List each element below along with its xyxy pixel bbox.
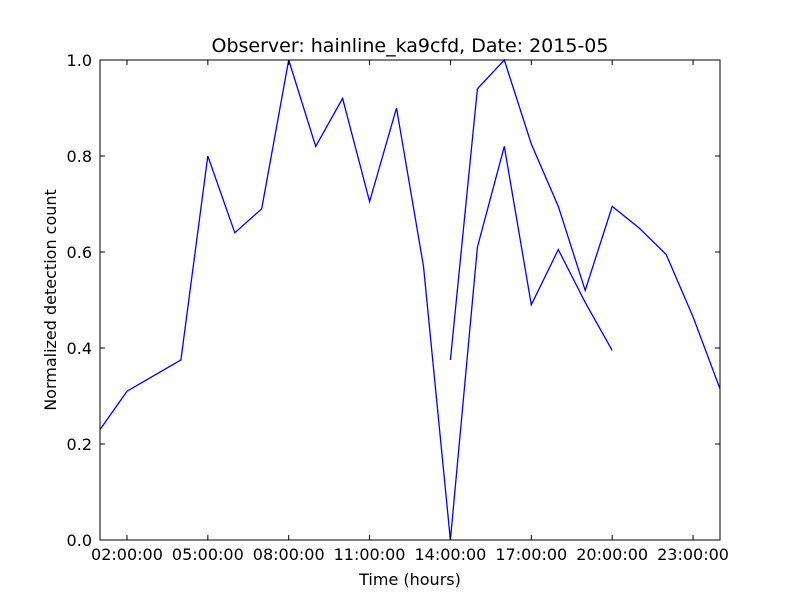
plot-frame (99, 59, 721, 541)
x-tick-label: 17:00:00 (495, 545, 567, 564)
x-tick-label: 23:00:00 (657, 545, 729, 564)
chart-title: Observer: hainline_ka9cfd, Date: 2015-05 (212, 35, 609, 57)
x-tick-label: 02:00:00 (91, 545, 163, 564)
x-tick-label: 08:00:00 (253, 545, 325, 564)
y-tick-label: 0.2 (67, 435, 92, 454)
y-tick-label: 0.4 (67, 339, 92, 358)
series-line-2 (449, 58, 721, 390)
y-tick-label: 1.0 (67, 51, 92, 70)
y-axis-label: Normalized detection count (41, 189, 60, 411)
x-tick-label: 14:00:00 (415, 545, 487, 564)
y-tick-label: 0.8 (67, 147, 92, 166)
y-tick-label: 0.0 (67, 531, 92, 550)
y-tick-label: 0.6 (67, 243, 92, 262)
x-tick-label: 05:00:00 (172, 545, 244, 564)
ticks-layer: 02:00:00 05:00:00 08:00:00 11:00:00 14:00:00… (67, 51, 729, 564)
x-axis-label: Time (hours) (358, 570, 461, 589)
x-tick-label: 11:00:00 (334, 545, 406, 564)
x-tick-label: 20:00:00 (576, 545, 648, 564)
series-line-1 (99, 59, 613, 541)
series-layer (99, 58, 721, 541)
